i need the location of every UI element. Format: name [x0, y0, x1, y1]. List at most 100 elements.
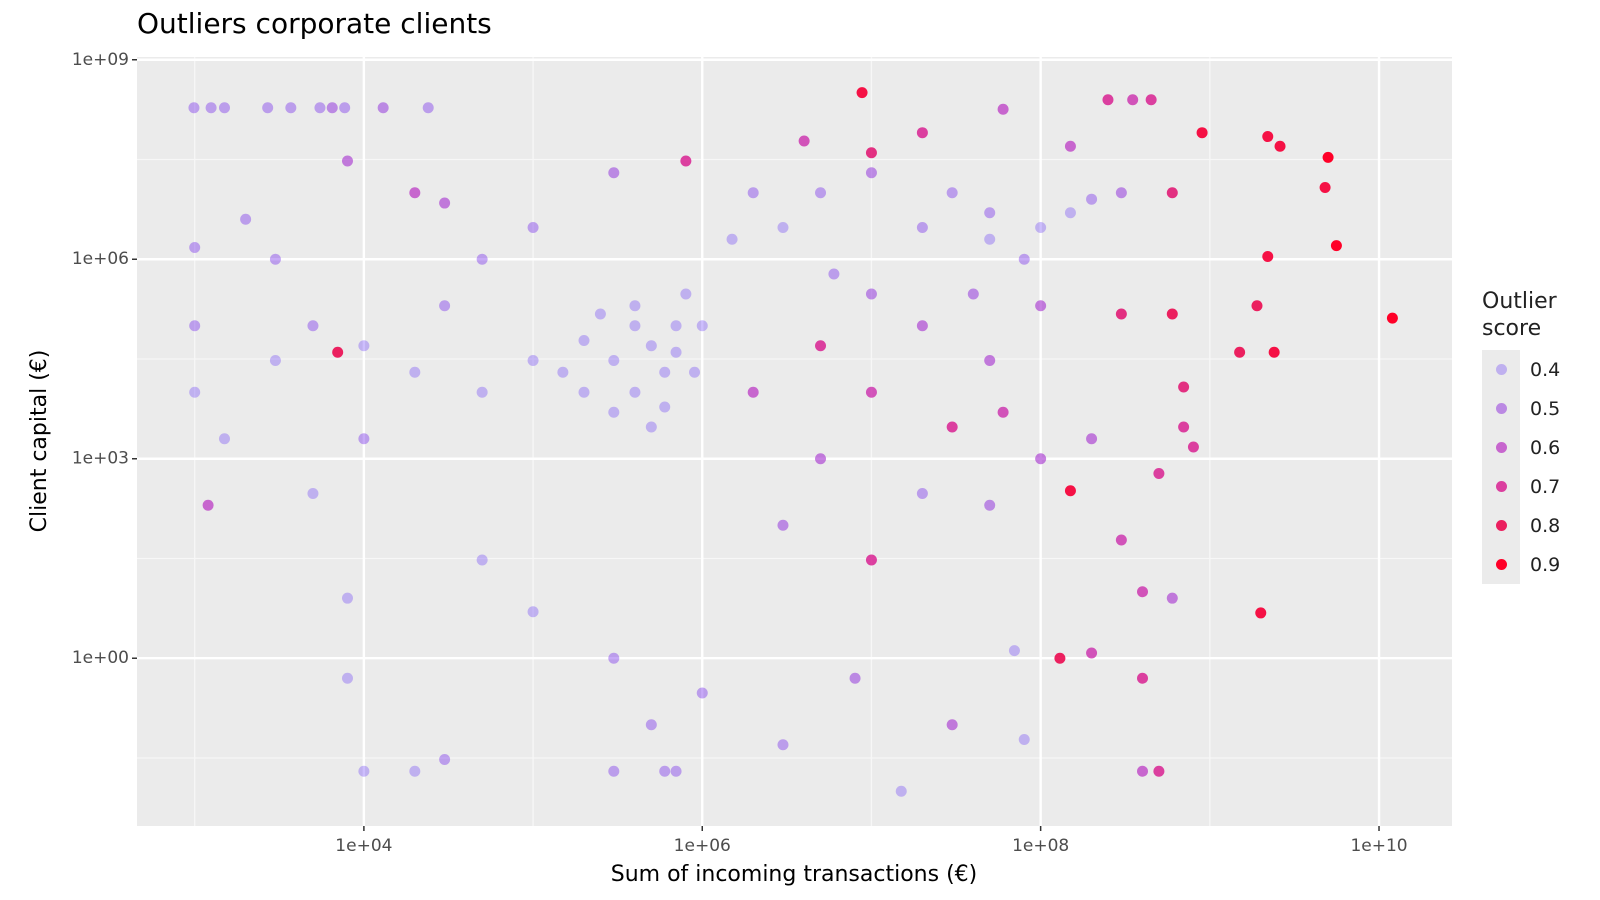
- legend-swatch: [1495, 481, 1507, 492]
- legend-key: [1482, 506, 1520, 545]
- point: [339, 102, 351, 114]
- point: [527, 355, 539, 367]
- point: [815, 340, 827, 352]
- legend-label: 0.7: [1530, 475, 1561, 498]
- legend-key: [1482, 467, 1520, 506]
- point: [1054, 652, 1066, 664]
- point: [1153, 467, 1165, 479]
- point: [409, 187, 421, 199]
- point: [1008, 645, 1020, 657]
- points: [188, 87, 1398, 797]
- point: [332, 346, 344, 358]
- point: [527, 222, 539, 234]
- y-tick-label: 1e+03: [72, 449, 129, 469]
- point: [439, 197, 451, 209]
- point: [377, 102, 389, 114]
- legend-title: Outlier score: [1482, 289, 1557, 341]
- point: [1153, 765, 1165, 777]
- point: [1166, 187, 1178, 199]
- point: [218, 102, 230, 114]
- point: [726, 233, 738, 245]
- legend-key: [1482, 428, 1520, 467]
- point: [608, 652, 620, 664]
- x-tick-label: 1e+10: [1350, 836, 1407, 856]
- point: [659, 401, 671, 413]
- point: [608, 765, 620, 777]
- point: [1322, 151, 1334, 163]
- x-tick-label: 1e+08: [1012, 836, 1069, 856]
- legend-swatch: [1495, 403, 1507, 414]
- point: [608, 355, 620, 367]
- point: [358, 765, 370, 777]
- point: [1018, 253, 1030, 265]
- point: [439, 754, 451, 766]
- point: [341, 672, 353, 684]
- point: [1115, 187, 1127, 199]
- point: [341, 592, 353, 604]
- point: [747, 187, 759, 199]
- point: [629, 320, 641, 332]
- point: [476, 253, 488, 265]
- point: [269, 355, 281, 367]
- legend-key: [1482, 389, 1520, 428]
- point: [341, 155, 353, 167]
- point: [1035, 222, 1047, 234]
- point: [1166, 308, 1178, 320]
- point: [895, 785, 907, 797]
- point: [1166, 592, 1178, 604]
- point: [696, 320, 708, 332]
- legend-item: 0.6: [1482, 428, 1577, 467]
- legend-swatch: [1495, 364, 1507, 375]
- point: [358, 433, 370, 445]
- point: [1064, 140, 1076, 152]
- point: [815, 453, 827, 465]
- x-axis-title: Sum of incoming transactions (€): [611, 862, 977, 887]
- legend-key: [1482, 545, 1520, 584]
- point: [916, 488, 928, 500]
- point: [984, 207, 996, 219]
- point: [409, 366, 421, 378]
- point: [798, 135, 810, 147]
- point: [608, 167, 620, 179]
- point: [680, 288, 692, 300]
- point: [984, 233, 996, 245]
- point: [777, 739, 789, 751]
- point: [659, 765, 671, 777]
- point: [1262, 250, 1274, 262]
- legend-label: 0.6: [1530, 436, 1561, 459]
- legend-label: 0.5: [1530, 397, 1561, 420]
- point: [1064, 207, 1076, 219]
- point: [1035, 453, 1047, 465]
- point: [1251, 300, 1263, 312]
- point: [205, 102, 217, 114]
- point: [218, 433, 230, 445]
- point: [946, 187, 958, 199]
- point: [314, 102, 326, 114]
- point: [916, 320, 928, 332]
- point: [1187, 441, 1199, 453]
- legend-item: 0.4: [1482, 350, 1577, 389]
- point: [1086, 433, 1098, 445]
- point: [189, 242, 201, 254]
- grid: [137, 57, 1452, 826]
- point: [1178, 421, 1190, 433]
- point: [202, 499, 214, 511]
- point: [984, 355, 996, 367]
- y-tick-label: 1e+09: [72, 50, 129, 70]
- point: [1137, 765, 1149, 777]
- legend-swatch: [1495, 559, 1507, 570]
- point: [946, 719, 958, 731]
- legend-item: 0.5: [1482, 389, 1577, 428]
- point: [865, 167, 877, 179]
- point: [439, 300, 451, 312]
- point: [967, 288, 979, 300]
- point: [1102, 94, 1114, 106]
- point: [777, 222, 789, 234]
- legend-swatch: [1495, 442, 1507, 453]
- point: [1064, 485, 1076, 497]
- y-tick-label: 1e+06: [72, 249, 129, 269]
- legend-label: 0.9: [1530, 553, 1561, 576]
- point: [269, 253, 281, 265]
- point: [815, 187, 827, 199]
- point: [1255, 607, 1267, 619]
